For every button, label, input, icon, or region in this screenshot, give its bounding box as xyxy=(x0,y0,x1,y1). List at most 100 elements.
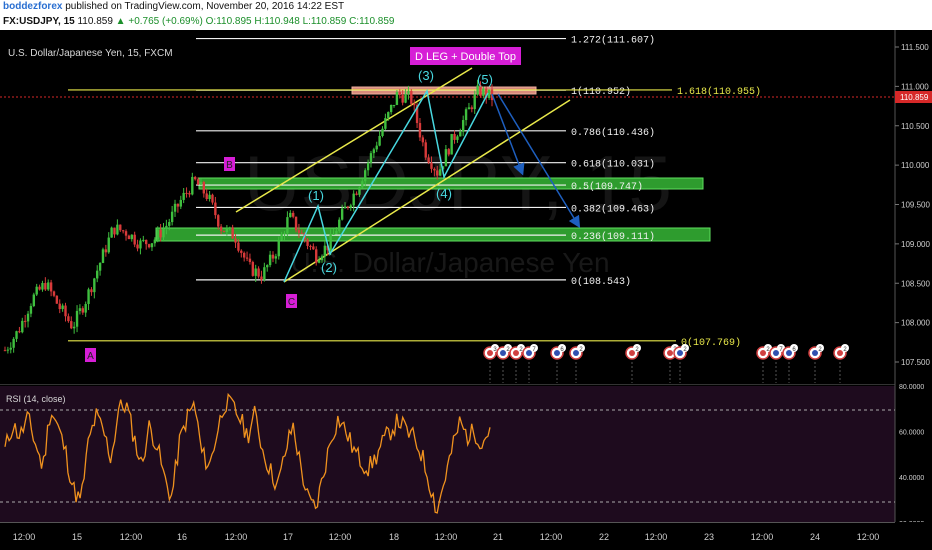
event-marker[interactable]: 2 xyxy=(625,344,641,383)
event-flag-center xyxy=(629,350,635,356)
candle-body xyxy=(156,229,159,240)
event-marker[interactable]: 2 xyxy=(756,344,772,383)
candle-body xyxy=(219,226,223,231)
candle-body xyxy=(72,326,76,329)
economic-events[interactable]: 32276223227622 xyxy=(483,344,849,383)
event-flag-center xyxy=(526,350,532,356)
annotation-box[interactable] xyxy=(410,47,521,65)
candle-body xyxy=(487,89,491,98)
candle-body xyxy=(294,216,298,231)
candle-body xyxy=(312,246,315,250)
event-marker[interactable]: 2 xyxy=(673,344,689,383)
event-marker[interactable]: 2 xyxy=(569,344,585,383)
candle-body xyxy=(49,282,53,292)
event-marker[interactable]: 2 xyxy=(509,344,525,383)
candle-body xyxy=(430,162,433,169)
symbol-label[interactable]: FX:USDJPY, 15 xyxy=(3,16,75,27)
candle-body xyxy=(476,85,479,95)
candle-body xyxy=(407,90,410,94)
time-ticks: 12:00 15 12:00 16 12:00 17 12:00 18 12:00 21 12:00… xyxy=(13,532,880,542)
price-tick-label: 110.000 xyxy=(901,161,930,170)
fib-extension[interactable]: 1.618(110.955) 0(107.769) xyxy=(68,86,761,349)
event-marker[interactable]: 2 xyxy=(496,344,512,383)
candle-body xyxy=(81,308,85,313)
candle-body xyxy=(173,203,177,212)
candle-body xyxy=(139,240,142,249)
candle-body xyxy=(188,193,191,195)
time-tick-label: 23 xyxy=(704,532,714,542)
candle-body xyxy=(29,306,33,314)
point-c-marker[interactable] xyxy=(286,294,297,308)
candle-body xyxy=(136,244,139,249)
candle-body xyxy=(389,104,393,113)
candle-body xyxy=(75,310,79,327)
current-price-tag xyxy=(895,91,932,103)
candle-body xyxy=(214,202,217,216)
fib-label: 1.272(111.607) xyxy=(571,35,655,47)
candle-body xyxy=(193,176,197,180)
candle-body xyxy=(142,239,145,241)
wave-label: (2) xyxy=(321,260,337,275)
candle-body xyxy=(133,234,136,245)
candle-body xyxy=(412,103,416,106)
event-count-badge xyxy=(633,344,641,352)
candle-body xyxy=(332,233,335,235)
price-change: ▲ +0.765 (+0.69%) xyxy=(115,16,203,27)
candle-body xyxy=(361,181,364,188)
event-flag-center xyxy=(773,350,779,356)
rsi-tick-label: 80.0000 xyxy=(899,384,924,391)
author-link[interactable]: boddezforex xyxy=(3,1,63,12)
candle-body xyxy=(441,166,445,170)
event-count: 6 xyxy=(792,347,796,353)
fib-label: 0.236(109.111) xyxy=(571,231,655,243)
candle-body xyxy=(26,313,30,322)
time-tick-label: 18 xyxy=(389,532,399,542)
candle-body xyxy=(384,118,387,129)
candle-body xyxy=(170,211,174,223)
event-count: 7 xyxy=(532,347,536,353)
candle-body xyxy=(378,136,381,146)
wave-labels: (1) (2) (3) (4) (5) xyxy=(308,68,493,275)
candle-body xyxy=(110,227,113,238)
event-count-badge xyxy=(558,344,566,352)
point-a-marker[interactable] xyxy=(85,348,96,362)
candle-body xyxy=(234,238,237,243)
candle-body xyxy=(387,112,390,119)
event-marker[interactable]: 6 xyxy=(550,344,566,383)
event-marker[interactable]: 7 xyxy=(522,344,538,383)
candle-body xyxy=(245,257,249,259)
event-count-badge xyxy=(816,344,824,352)
candle-body xyxy=(191,176,194,195)
point-b-marker[interactable] xyxy=(224,157,235,171)
time-tick-label: 12:00 xyxy=(645,532,668,542)
current-price-text: 110.859 xyxy=(900,93,929,102)
event-marker[interactable]: 2 xyxy=(808,344,824,383)
price-tick-label: 107.500 xyxy=(901,358,930,367)
candle-body xyxy=(248,258,252,263)
candle-body xyxy=(424,142,427,158)
chart-title: U.S. Dollar/Japanese Yen, 15, FXCM xyxy=(8,48,173,59)
candle-body xyxy=(61,305,64,310)
candle-body xyxy=(372,149,376,154)
time-axis[interactable] xyxy=(0,522,932,550)
time-tick-label: 12:00 xyxy=(13,532,36,542)
candle-body xyxy=(52,291,56,296)
candle-body xyxy=(222,230,226,233)
candle-body xyxy=(208,194,211,200)
candle-body xyxy=(113,227,116,235)
candle-body xyxy=(121,230,125,232)
candle-body xyxy=(268,254,272,266)
event-marker[interactable]: 6 xyxy=(782,344,798,383)
candle-body xyxy=(349,205,352,208)
price-tick-label: 109.000 xyxy=(901,240,930,249)
price-axis[interactable] xyxy=(895,30,932,550)
candle-body xyxy=(124,231,128,236)
event-marker[interactable]: 2 xyxy=(833,344,849,383)
candle-body xyxy=(447,149,450,155)
candle-body xyxy=(21,320,24,333)
candle-body xyxy=(176,203,180,207)
time-tick-label: 21 xyxy=(493,532,503,542)
candle-body xyxy=(289,212,292,218)
